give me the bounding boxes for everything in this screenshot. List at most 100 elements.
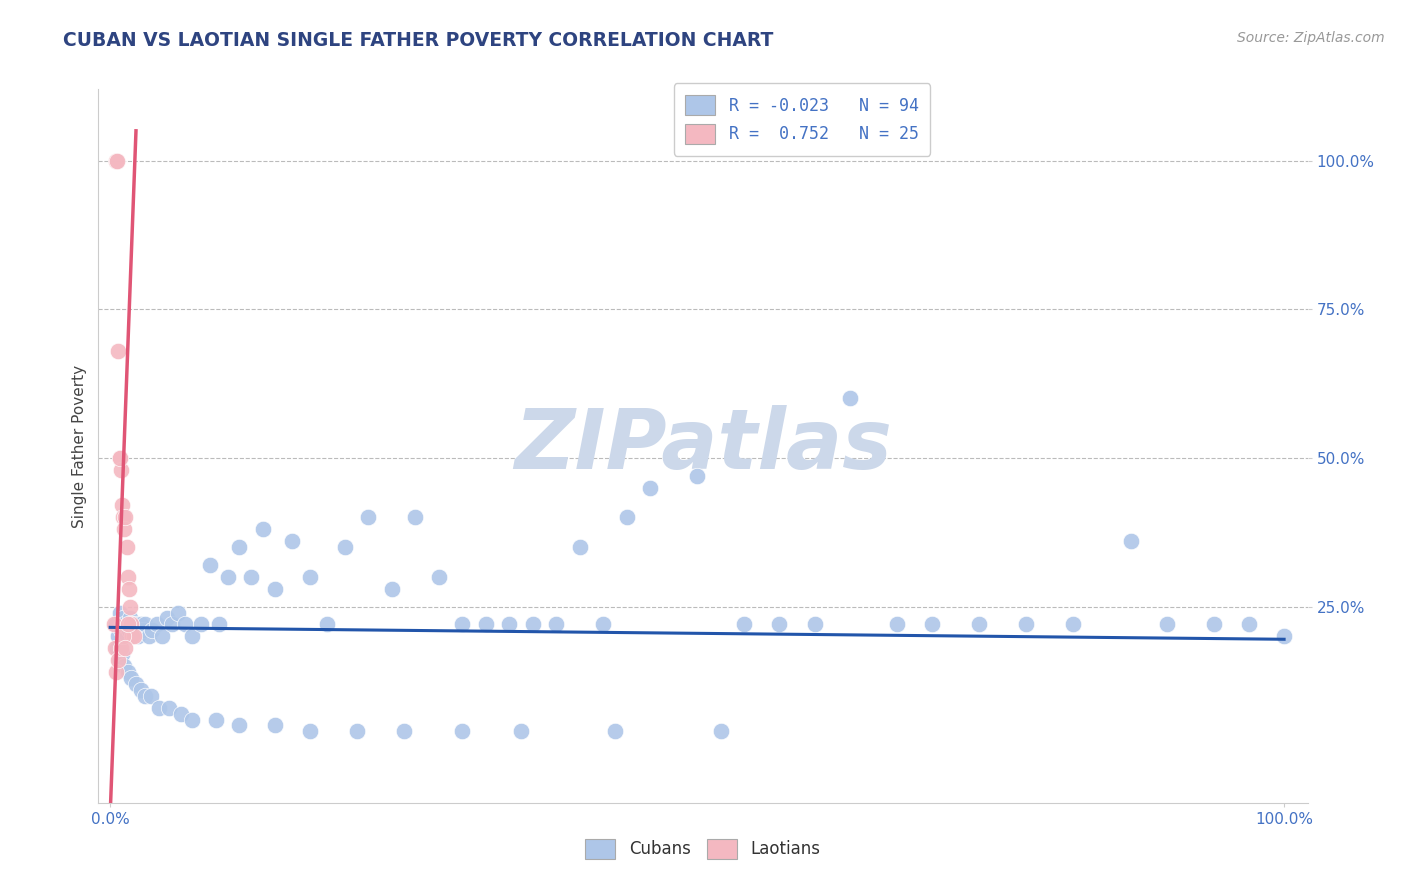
Point [110, 641, 132, 656]
Point [886, 617, 908, 632]
Point [150, 629, 173, 643]
Point [217, 570, 239, 584]
Point [603, 724, 626, 739]
Point [451, 724, 474, 739]
Point [122, 629, 145, 643]
Point [104, 641, 127, 656]
Point [616, 510, 638, 524]
Point [125, 617, 148, 632]
Point [112, 659, 135, 673]
Point [108, 450, 131, 465]
Point [118, 624, 141, 638]
Point [138, 629, 160, 643]
Point [111, 647, 134, 661]
Point [157, 700, 180, 714]
Point [803, 617, 825, 632]
Point [107, 629, 129, 643]
Point [252, 522, 274, 536]
Point [155, 611, 177, 625]
Point [198, 558, 221, 572]
Point [105, 153, 128, 168]
Point [112, 611, 135, 625]
Point [1015, 617, 1038, 632]
Point [117, 617, 139, 632]
Point [167, 606, 190, 620]
Point [108, 606, 131, 620]
Point [228, 540, 250, 554]
Point [1237, 617, 1260, 632]
Point [768, 617, 790, 632]
Point [162, 617, 184, 632]
Point [141, 624, 163, 638]
Point [118, 582, 141, 596]
Point [110, 463, 132, 477]
Point [381, 582, 404, 596]
Point [105, 665, 128, 679]
Point [228, 718, 250, 732]
Point [105, 153, 128, 168]
Point [208, 617, 231, 632]
Point [733, 617, 755, 632]
Point [333, 540, 356, 554]
Point [124, 624, 146, 638]
Point [190, 617, 212, 632]
Point [141, 689, 163, 703]
Point [112, 522, 135, 536]
Point [112, 510, 135, 524]
Point [357, 510, 380, 524]
Point [240, 570, 263, 584]
Point [111, 617, 134, 632]
Y-axis label: Single Father Poverty: Single Father Poverty [72, 365, 87, 527]
Point [122, 617, 145, 632]
Point [134, 617, 156, 632]
Point [114, 624, 136, 638]
Point [1202, 617, 1225, 632]
Point [498, 617, 520, 632]
Point [105, 641, 128, 656]
Point [112, 617, 135, 632]
Point [117, 665, 139, 679]
Point [204, 713, 226, 727]
Point [392, 724, 415, 739]
Point [120, 671, 142, 685]
Point [129, 617, 152, 632]
Point [316, 617, 339, 632]
Point [105, 617, 128, 632]
Point [451, 617, 474, 632]
Text: CUBAN VS LAOTIAN SINGLE FATHER POVERTY CORRELATION CHART: CUBAN VS LAOTIAN SINGLE FATHER POVERTY C… [63, 31, 773, 50]
Point [181, 713, 204, 727]
Point [108, 450, 131, 465]
Point [114, 510, 136, 524]
Point [1062, 617, 1084, 632]
Point [121, 629, 143, 643]
Point [169, 706, 191, 721]
Point [115, 629, 138, 643]
Point [117, 570, 139, 584]
Legend: Cubans, Laotians: Cubans, Laotians [579, 832, 827, 866]
Point [522, 617, 544, 632]
Point [281, 534, 304, 549]
Point [921, 617, 943, 632]
Point [110, 624, 132, 638]
Text: ZIPatlas: ZIPatlas [515, 406, 891, 486]
Point [475, 617, 498, 632]
Point [107, 343, 129, 358]
Point [686, 468, 709, 483]
Point [127, 629, 149, 643]
Point [115, 540, 138, 554]
Point [1121, 534, 1143, 549]
Point [134, 689, 156, 703]
Point [592, 617, 614, 632]
Point [1272, 629, 1295, 643]
Point [103, 617, 125, 632]
Point [568, 540, 591, 554]
Point [346, 724, 368, 739]
Point [120, 617, 142, 632]
Point [117, 617, 139, 632]
Point [263, 718, 285, 732]
Point [174, 617, 197, 632]
Point [132, 624, 155, 638]
Point [148, 700, 170, 714]
Point [129, 682, 152, 697]
Point [120, 599, 142, 614]
